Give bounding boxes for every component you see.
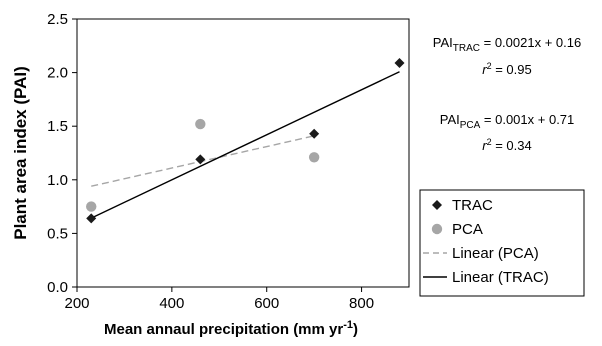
legend-marker-trac: [432, 200, 442, 210]
x-axis-title: Mean annaul precipitation (mm yr-1): [104, 319, 358, 338]
trac-point: [86, 213, 97, 224]
legend-label: Linear (TRAC): [452, 269, 549, 286]
trac-point: [394, 57, 405, 68]
equation-trac: PAITRAC = 0.0021x + 0.16: [433, 35, 581, 54]
y-tick-label: 2.0: [47, 65, 68, 82]
trendlines: [90, 71, 400, 219]
y-tick-label: 2.5: [47, 11, 68, 28]
equation-pca: PAIPCA = 0.001x + 0.71: [440, 112, 575, 131]
axes: 0.0 0.5 1.0 1.5 2.0 2.5 200 400 600 800 Mean annau…: [11, 11, 410, 338]
trac-point: [309, 128, 320, 139]
y-tick-label: 1.0: [47, 172, 68, 189]
r-squared-pca: r2 = 0.34: [482, 137, 531, 153]
y-tick-label: 0.0: [47, 279, 68, 296]
pca-point: [195, 118, 206, 130]
x-tick-label: 600: [254, 295, 279, 312]
y-tick-label: 0.5: [47, 225, 68, 242]
data-points: [86, 57, 405, 224]
equation-annotations: PAITRAC = 0.0021x + 0.16 r2 = 0.95 PAIPCA …: [433, 35, 581, 153]
legend-box: [419, 189, 585, 297]
x-tick-label: 200: [64, 295, 89, 312]
x-tick-label: 400: [159, 295, 184, 312]
plot-frame: [76, 18, 410, 288]
trac-point: [195, 154, 206, 165]
legend-label: PCA: [452, 221, 483, 238]
x-tick-label: 800: [349, 295, 374, 312]
legend-label: Linear (PCA): [452, 245, 539, 262]
y-axis-title: Plant area index (PAI): [11, 66, 30, 240]
trendline-trac: [90, 71, 400, 219]
r-squared-trac: r2 = 0.95: [482, 61, 531, 77]
legend-label: TRAC: [452, 197, 493, 214]
legend-marker-pca: [431, 223, 443, 235]
legend: TRAC PCA Linear (PCA) Linear (TRAC): [419, 189, 585, 297]
pca-point: [308, 152, 320, 163]
y-tick-label: 1.5: [47, 118, 68, 135]
pca-point: [86, 201, 97, 212]
